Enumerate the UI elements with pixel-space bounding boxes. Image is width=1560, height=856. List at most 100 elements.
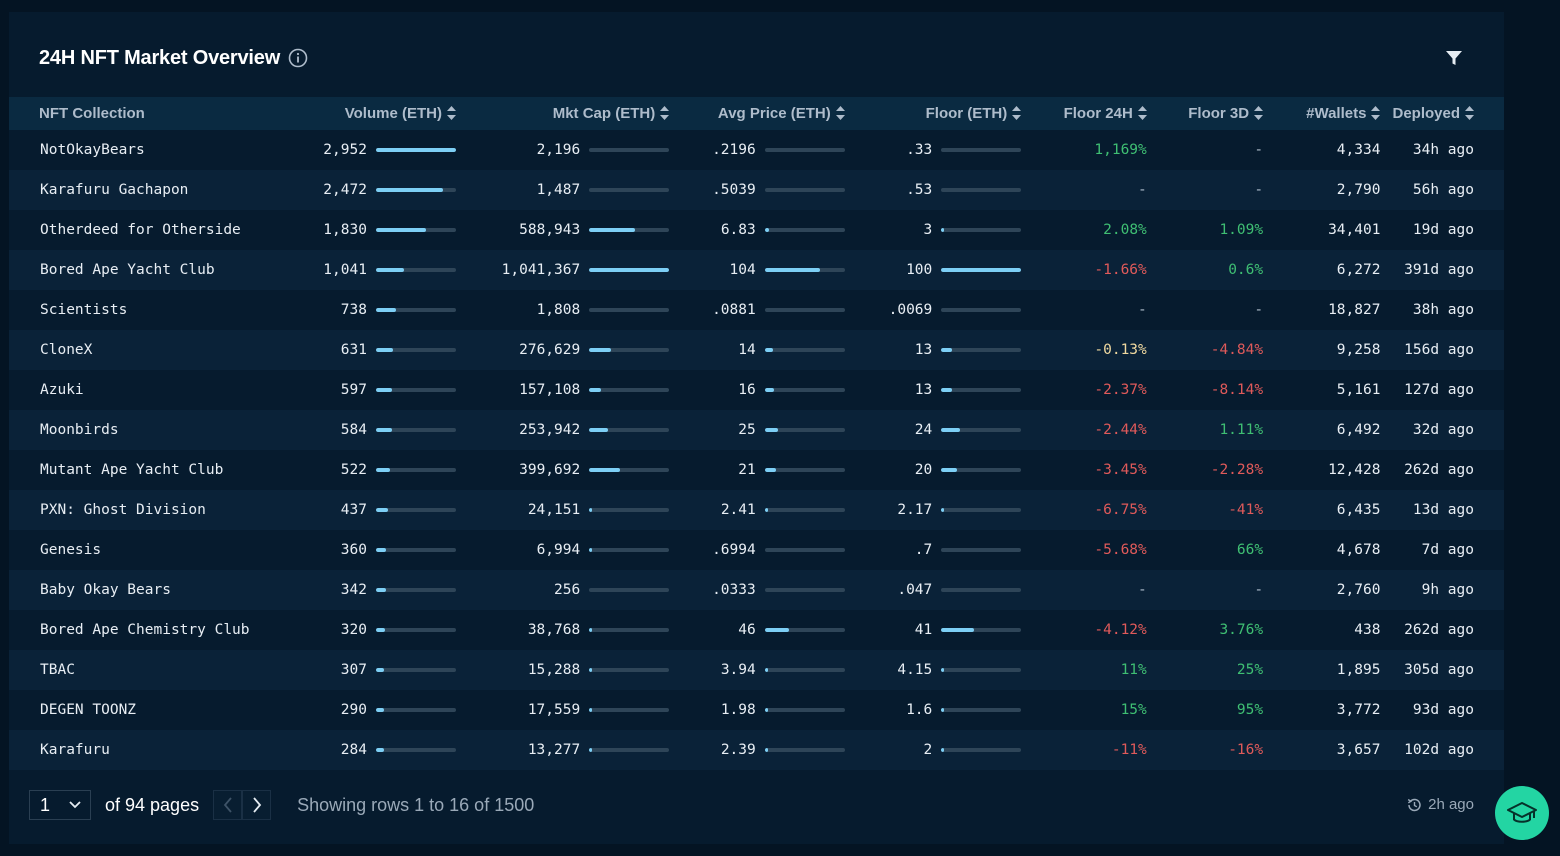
floor-cell: .7 [845,530,1022,570]
collection-name[interactable]: Bored Ape Chemistry Club [40,622,250,638]
table-row[interactable]: Scientists 738 1,808 .0881 .0069 - - 18,827 38h … [9,290,1504,330]
filter-icon[interactable] [1444,48,1464,68]
table-row[interactable]: Baby Okay Bears 342 256 .0333 .047 - - 2,760 9h … [9,570,1504,610]
collection-name[interactable]: Baby Okay Bears [40,582,171,598]
floor-bar-fill [941,348,952,352]
floor-3d-change: -16% [1228,742,1264,758]
collection-name[interactable]: Scientists [40,302,128,318]
wallets-count: 3,772 [1336,702,1381,718]
floor-value: 1.6 [906,702,933,718]
avg-price-value: 1.98 [720,702,756,718]
mktcap-bar-fill [589,268,670,272]
mktcap-bar-fill [589,508,593,512]
collection-name[interactable]: PXN: Ghost Division [40,502,206,518]
mktcap-value: 6,994 [536,542,581,558]
sort-icon[interactable] [1137,106,1147,120]
collection-name[interactable]: Genesis [40,542,102,558]
sort-icon[interactable] [1371,106,1381,120]
sort-icon[interactable] [1465,106,1474,120]
mktcap-cell: 276,629 [456,330,670,370]
avg-price-bar-fill [764,348,773,352]
avg-price-bar [764,428,845,432]
collection-name[interactable]: NotOkayBears [40,142,145,158]
table-row[interactable]: DEGEN TOONZ 290 17,559 1.98 1.6 15% 95% 3,772 93… [9,690,1504,730]
table-row[interactable]: TBAC 307 15,288 3.94 4.15 11% 25% 1,895 305d ago [9,650,1504,690]
avg-price-cell: 14 [669,330,845,370]
mktcap-cell: 2,196 [456,130,670,170]
table-row[interactable]: Moonbirds 584 253,942 25 24 -2.44% 1.11% 6,492 3… [9,410,1504,450]
sort-icon[interactable] [1012,106,1022,120]
col-header-avg-price[interactable]: Avg Price (ETH) [669,97,845,130]
sort-icon[interactable] [446,106,456,120]
table-row[interactable]: Karafuru 284 13,277 2.39 2 -11% -16% 3,657 102d … [9,730,1504,770]
floor-bar [941,708,1022,712]
avg-price-value: 14 [738,342,756,358]
floor-value: 3 [923,222,933,238]
mktcap-cell: 1,041,367 [456,250,670,290]
floor-bar-fill [941,468,958,472]
collection-name[interactable]: Bored Ape Yacht Club [40,262,215,278]
floor-bar-fill [941,228,945,232]
academy-button[interactable] [1495,786,1549,840]
col-header-collection[interactable]: NFT Collection [39,105,145,122]
volume-value: 597 [340,382,367,398]
table-row[interactable]: Bored Ape Yacht Club 1,041 1,041,367 104 100… [9,250,1504,290]
col-header-wallets[interactable]: #Wallets [1263,97,1381,130]
col-header-volume[interactable]: Volume (ETH) [287,97,456,130]
volume-bar [375,468,456,472]
col-header-floor[interactable]: Floor (ETH) [845,97,1022,130]
volume-cell: 738 [287,290,456,330]
collection-name[interactable]: Azuki [40,382,84,398]
collection-name[interactable]: Otherdeed for Otherside [40,222,241,238]
wallets-count: 9,258 [1336,342,1381,358]
info-icon[interactable] [288,48,308,68]
collection-name[interactable]: TBAC [40,662,75,678]
nft-market-table: NFT Collection Volume (ETH) Mkt Cap (ETH… [9,97,1504,770]
table-row[interactable]: Genesis 360 6,994 .6994 .7 -5.68% 66% 4,678 7d a… [9,530,1504,570]
collection-name[interactable]: Moonbirds [40,422,119,438]
mktcap-value: 253,942 [519,422,581,438]
sort-icon[interactable] [835,106,845,120]
mktcap-bar [589,668,670,672]
avg-price-cell: 46 [669,610,845,650]
history-icon [1407,798,1421,811]
col-header-deployed[interactable]: Deployed [1380,97,1504,130]
deployed-age: 305d ago [1404,662,1474,678]
table-row[interactable]: NotOkayBears 2,952 2,196 .2196 .33 1,169% - 4,3… [9,130,1504,170]
table-row[interactable]: Mutant Ape Yacht Club 522 399,692 21 20 -3.45… [9,450,1504,490]
sort-icon[interactable] [1254,106,1264,120]
col-header-floor-24h[interactable]: Floor 24H [1021,97,1147,130]
table-row[interactable]: Bored Ape Chemistry Club 320 38,768 46 41 -4.… [9,610,1504,650]
volume-bar [375,628,456,632]
collection-name[interactable]: Karafuru Gachapon [40,182,189,198]
collection-name[interactable]: DEGEN TOONZ [40,702,137,718]
avg-price-value: 25 [738,422,756,438]
table-row[interactable]: CloneX 631 276,629 14 13 -0.13% -4.84% 9,258 156… [9,330,1504,370]
next-page-button[interactable] [242,790,272,820]
collection-name[interactable]: Karafuru [40,742,110,758]
col-header-mktcap[interactable]: Mkt Cap (ETH) [456,97,670,130]
floor-value: 13 [914,342,933,358]
floor-bar [941,628,1022,632]
floor-value: .0069 [888,302,933,318]
volume-bar-fill [375,588,386,592]
floor-value: 13 [914,382,933,398]
graduation-cap-icon [1507,802,1537,823]
collection-name[interactable]: CloneX [40,342,93,358]
sort-icon[interactable] [660,106,670,120]
floor-24h-change: -2.44% [1094,422,1147,438]
table-row[interactable]: Karafuru Gachapon 2,472 1,487 .5039 .53 - - 2,7… [9,170,1504,210]
table-row[interactable]: Azuki 597 157,108 16 13 -2.37% -8.14% 5,161 127d… [9,370,1504,410]
deployed-age: 93d ago [1412,702,1474,718]
chevron-down-icon [69,801,81,809]
table-row[interactable]: Otherdeed for Otherside 1,830 588,943 6.83 3… [9,210,1504,250]
col-header-floor-3d[interactable]: Floor 3D [1147,97,1264,130]
mktcap-value: 588,943 [519,222,581,238]
floor-cell: 100 [845,250,1022,290]
floor-value: 100 [906,262,933,278]
avg-price-bar [764,628,845,632]
prev-page-button[interactable] [213,790,243,820]
collection-name[interactable]: Mutant Ape Yacht Club [40,462,224,478]
page-select[interactable]: 1 [29,790,91,820]
table-row[interactable]: PXN: Ghost Division 437 24,151 2.41 2.17 -6.7… [9,490,1504,530]
